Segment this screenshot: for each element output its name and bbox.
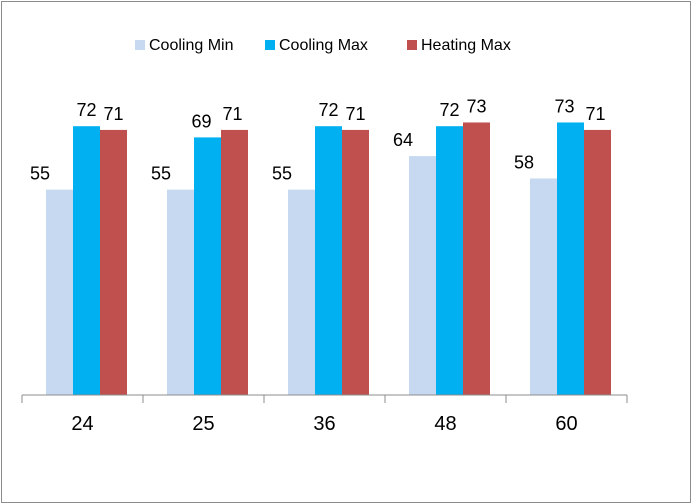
data-label-heating-max-36: 71 bbox=[345, 104, 365, 124]
x-tick-label-25: 25 bbox=[192, 413, 214, 435]
legend-label-cooling-max: Cooling Max bbox=[279, 37, 368, 54]
legend-swatch-cooling-max bbox=[265, 40, 275, 50]
x-tick-label-60: 60 bbox=[555, 413, 577, 435]
data-label-heating-max-60: 71 bbox=[585, 104, 605, 124]
bar-cooling-min-25 bbox=[167, 189, 194, 395]
bar-heating-max-25 bbox=[221, 129, 248, 395]
bar-cooling-max-24 bbox=[73, 126, 100, 395]
data-label-cooling-max-60: 73 bbox=[554, 96, 574, 116]
legend-label-cooling-min: Cooling Min bbox=[149, 37, 233, 54]
bar-cooling-min-36 bbox=[288, 189, 315, 395]
x-tick-label-24: 24 bbox=[71, 413, 93, 435]
data-label-cooling-max-36: 72 bbox=[318, 100, 338, 120]
bar-cooling-max-36 bbox=[315, 126, 342, 395]
data-label-heating-max-25: 71 bbox=[222, 104, 242, 124]
bar-cooling-max-48 bbox=[436, 126, 463, 395]
data-label-cooling-min-36: 55 bbox=[272, 164, 292, 184]
data-label-heating-max-48: 73 bbox=[466, 96, 486, 116]
legend-swatch-heating-max bbox=[407, 40, 417, 50]
data-label-cooling-min-60: 58 bbox=[514, 152, 534, 172]
legend-label-heating-max: Heating Max bbox=[421, 37, 511, 54]
bar-cooling-min-48 bbox=[409, 156, 436, 395]
bar-heating-max-48 bbox=[463, 122, 490, 395]
data-label-cooling-max-24: 72 bbox=[76, 100, 96, 120]
x-tick-label-48: 48 bbox=[434, 413, 456, 435]
legend-swatch-cooling-min bbox=[135, 40, 145, 50]
data-label-cooling-max-25: 69 bbox=[191, 111, 211, 131]
bar-heating-max-60 bbox=[584, 129, 611, 395]
data-label-heating-max-24: 71 bbox=[103, 104, 123, 124]
data-label-cooling-min-24: 55 bbox=[30, 164, 50, 184]
bar-cooling-min-24 bbox=[46, 189, 73, 395]
data-label-cooling-min-48: 64 bbox=[393, 130, 413, 150]
bar-cooling-min-60 bbox=[530, 178, 557, 395]
bar-heating-max-24 bbox=[100, 129, 127, 395]
data-label-cooling-min-25: 55 bbox=[151, 164, 171, 184]
x-tick-label-36: 36 bbox=[313, 413, 335, 435]
bar-cooling-max-60 bbox=[557, 122, 584, 395]
bar-cooling-max-25 bbox=[194, 137, 221, 395]
data-label-cooling-max-48: 72 bbox=[439, 100, 459, 120]
bar-heating-max-36 bbox=[342, 129, 369, 395]
